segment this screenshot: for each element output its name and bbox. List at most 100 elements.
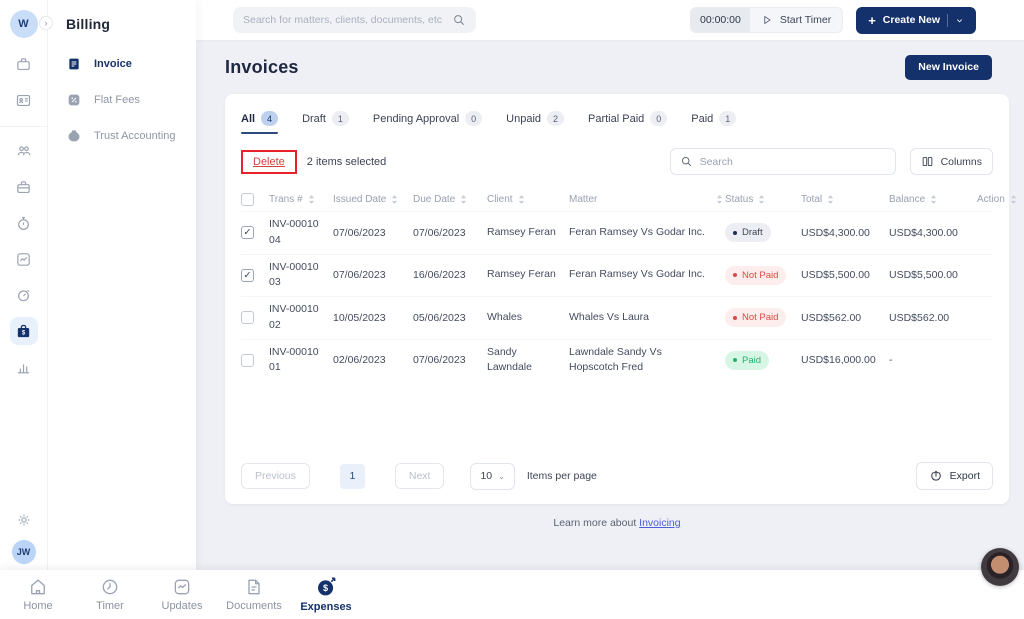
trans-number: INV-0001002 — [269, 303, 319, 331]
export-button[interactable]: Export — [915, 462, 993, 490]
tab-unpaid[interactable]: Unpaid 2 — [506, 111, 564, 134]
billing-nav: Invoice Flat Fees Trust Accounting — [66, 56, 196, 144]
row-actions-menu-icon[interactable] — [977, 231, 985, 239]
sort-icon — [716, 194, 723, 204]
column-header-matter[interactable]: Matter — [569, 194, 723, 205]
matters-icon[interactable] — [10, 173, 38, 201]
column-header-client[interactable]: Client — [487, 194, 567, 205]
next-page-button[interactable]: Next — [394, 463, 445, 489]
row-actions-menu-icon[interactable] — [977, 359, 985, 367]
global-search-input[interactable] — [243, 14, 444, 26]
sort-icon — [392, 194, 398, 204]
balance-amount: USD$4,300.00 — [889, 226, 958, 239]
row-checkbox[interactable]: ✓ — [241, 226, 254, 240]
clients-icon[interactable] — [10, 137, 38, 165]
sidebar-item-trust-accounting[interactable]: Trust Accounting — [66, 128, 196, 144]
select-all-checkbox[interactable] — [241, 192, 254, 206]
rail-divider — [0, 126, 48, 127]
office-icon[interactable] — [10, 50, 38, 78]
status-badge: Not Paid — [725, 308, 787, 328]
tab-count-badge: 0 — [650, 111, 668, 126]
balance-amount: - — [889, 354, 893, 367]
billing-sidebar: Billing Invoice Flat Fees Trust Accounti… — [48, 0, 196, 570]
billing-icon[interactable]: $ — [9, 317, 38, 345]
balance-amount: USD$5,500.00 — [889, 269, 958, 282]
items-per-page-label: Items per page — [526, 470, 597, 482]
tab-partial-paid[interactable]: Partial Paid 0 — [588, 111, 668, 134]
row-actions-menu-icon[interactable] — [977, 316, 985, 324]
previous-page-button[interactable]: Previous — [241, 463, 310, 489]
columns-icon — [921, 155, 934, 168]
tab-count-badge: 1 — [719, 111, 737, 126]
bottom-nav-documents[interactable]: Documents — [218, 577, 290, 612]
due-date: 07/06/2023 — [413, 226, 466, 239]
global-search[interactable] — [233, 7, 476, 33]
activities-icon[interactable] — [10, 245, 38, 273]
row-checkbox[interactable]: ✓ — [241, 353, 254, 367]
start-timer-button[interactable]: Start Timer — [750, 14, 842, 26]
new-invoice-button[interactable]: New Invoice — [905, 54, 992, 80]
page-size-select[interactable]: 10 ⌄ — [470, 462, 515, 490]
sidebar-item-invoice[interactable]: Invoice — [66, 56, 196, 72]
invoicing-link[interactable]: Invoicing — [639, 517, 681, 529]
top-bar: 00:00:00 Start Timer + Create New — [196, 0, 1024, 40]
tab-all[interactable]: All 4 — [241, 111, 279, 134]
start-timer-label: Start Timer — [779, 14, 832, 26]
column-header-due[interactable]: Due Date — [413, 194, 485, 205]
issued-date: 10/05/2023 — [333, 311, 386, 324]
bottom-nav-updates[interactable]: Updates — [146, 577, 218, 612]
row-checkbox[interactable]: ✓ — [241, 268, 254, 282]
bottom-nav-expenses[interactable]: $ Expenses — [290, 576, 362, 613]
table-search[interactable] — [669, 148, 896, 175]
user-avatar[interactable]: JW — [11, 540, 36, 564]
tab-count-badge: 0 — [465, 111, 483, 126]
support-avatar-photo[interactable] — [981, 548, 1019, 586]
column-header-issued[interactable]: Issued Date — [333, 194, 411, 205]
column-header-action[interactable]: Action — [977, 194, 1017, 205]
table-search-input[interactable] — [699, 155, 886, 168]
column-header-status[interactable]: Status — [725, 194, 799, 205]
tab-count-badge: 4 — [261, 111, 279, 126]
tab-pending-approval[interactable]: Pending Approval 0 — [373, 111, 483, 134]
document-icon — [244, 577, 264, 597]
due-date: 07/06/2023 — [413, 354, 466, 367]
chevron-down-icon: ⌄ — [498, 471, 505, 481]
sidebar-item-flat-fees[interactable]: Flat Fees — [66, 92, 196, 108]
stopwatch-icon[interactable] — [10, 209, 38, 237]
sidebar-expand-button[interactable]: › — [39, 16, 53, 30]
deadlines-icon[interactable] — [10, 281, 38, 309]
delete-button[interactable]: Delete — [253, 155, 285, 168]
search-icon — [680, 155, 693, 168]
workspace-avatar[interactable]: W — [9, 10, 38, 38]
invoice-icon — [66, 56, 82, 72]
tab-paid[interactable]: Paid 1 — [691, 111, 737, 134]
bottom-nav-home[interactable]: Home — [2, 577, 74, 612]
row-checkbox[interactable]: ✓ — [241, 311, 254, 325]
column-header-trans[interactable]: Trans # — [269, 194, 331, 205]
bottom-nav-timer[interactable]: Timer — [74, 577, 146, 612]
settings-gear-icon[interactable] — [10, 506, 38, 534]
contacts-icon[interactable] — [10, 86, 38, 114]
export-icon — [929, 469, 943, 483]
tab-count-badge: 1 — [331, 111, 349, 126]
expenses-dollar-icon: $ — [315, 576, 337, 598]
create-new-button[interactable]: + Create New — [856, 6, 976, 34]
table-row: ✓ INV-0001004 07/06/2023 07/06/2023 Rams… — [241, 211, 993, 254]
reports-icon[interactable] — [10, 353, 38, 381]
table-row: ✓ INV-0001001 02/06/2023 07/06/2023 Sand… — [241, 338, 993, 382]
total-amount: USD$5,500.00 — [801, 269, 870, 282]
sidebar-item-label: Invoice — [94, 58, 132, 70]
timer-widget: 00:00:00 Start Timer — [689, 7, 844, 33]
column-header-balance[interactable]: Balance — [889, 194, 975, 205]
page-number[interactable]: 1 — [339, 463, 365, 489]
status-badge: Draft — [725, 223, 771, 243]
client-name: Ramsey Feran — [487, 268, 556, 281]
timer-display: 00:00:00 — [690, 8, 750, 32]
tab-draft[interactable]: Draft 1 — [302, 111, 349, 134]
column-header-total[interactable]: Total — [801, 194, 887, 205]
row-actions-menu-icon[interactable] — [977, 274, 985, 282]
table-toolbar: Delete 2 items selected Columns — [241, 148, 993, 175]
status-badge: Not Paid — [725, 265, 787, 285]
sidebar-title: Billing — [66, 16, 111, 32]
columns-button[interactable]: Columns — [909, 148, 993, 175]
